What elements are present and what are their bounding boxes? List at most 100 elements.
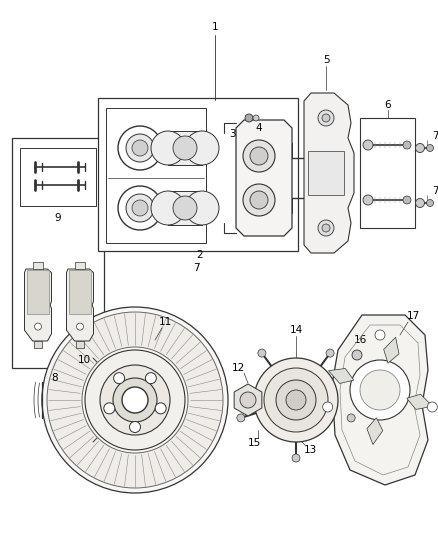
Polygon shape: [407, 394, 433, 409]
Text: 8: 8: [52, 373, 58, 383]
Text: 14: 14: [290, 325, 303, 335]
Bar: [12, 138, 104, 368]
Circle shape: [122, 387, 148, 413]
Circle shape: [258, 349, 266, 357]
Circle shape: [375, 330, 385, 340]
Text: 12: 12: [231, 363, 245, 373]
Bar: [106, 108, 206, 243]
Circle shape: [416, 143, 424, 152]
Bar: [75, 262, 85, 269]
Polygon shape: [69, 270, 92, 313]
Circle shape: [100, 365, 170, 435]
Circle shape: [403, 196, 411, 204]
Bar: [33, 262, 43, 269]
Circle shape: [132, 140, 148, 156]
Text: 7: 7: [193, 263, 199, 273]
Text: 6: 6: [385, 100, 391, 110]
Circle shape: [245, 114, 253, 122]
Bar: [308, 151, 344, 195]
Circle shape: [254, 358, 338, 442]
Text: 5: 5: [323, 55, 329, 65]
Text: 9: 9: [55, 213, 61, 223]
Circle shape: [264, 368, 328, 432]
Text: 3: 3: [229, 129, 235, 139]
Circle shape: [145, 373, 156, 384]
Polygon shape: [236, 120, 292, 236]
Circle shape: [250, 147, 268, 165]
Polygon shape: [25, 269, 52, 341]
Circle shape: [416, 198, 424, 207]
Polygon shape: [328, 368, 354, 383]
Text: 10: 10: [78, 355, 91, 365]
Circle shape: [118, 126, 162, 170]
Polygon shape: [384, 337, 399, 363]
Circle shape: [130, 422, 141, 432]
Circle shape: [347, 414, 355, 422]
Circle shape: [104, 403, 115, 414]
Bar: [168, 131, 202, 165]
Text: 1: 1: [212, 22, 218, 32]
Circle shape: [318, 110, 334, 126]
Circle shape: [292, 454, 300, 462]
Text: 2: 2: [197, 250, 203, 260]
Polygon shape: [304, 93, 354, 253]
Circle shape: [318, 220, 334, 236]
Circle shape: [173, 196, 197, 220]
Circle shape: [42, 307, 228, 493]
Polygon shape: [367, 418, 383, 445]
Circle shape: [126, 194, 154, 222]
Text: 16: 16: [353, 335, 367, 345]
Circle shape: [47, 312, 223, 488]
Bar: [360, 118, 415, 228]
Circle shape: [77, 323, 84, 330]
Polygon shape: [27, 270, 49, 313]
Circle shape: [155, 403, 166, 414]
Circle shape: [322, 224, 330, 232]
Circle shape: [427, 402, 437, 412]
Circle shape: [243, 184, 275, 216]
Circle shape: [185, 191, 219, 225]
Circle shape: [323, 402, 333, 412]
Circle shape: [118, 186, 162, 230]
Text: 7: 7: [432, 186, 438, 196]
Bar: [168, 191, 202, 225]
Circle shape: [403, 141, 411, 149]
Text: 17: 17: [406, 311, 420, 321]
Text: 13: 13: [304, 445, 317, 455]
Polygon shape: [332, 315, 428, 485]
Circle shape: [151, 131, 185, 165]
Polygon shape: [234, 384, 262, 416]
Circle shape: [132, 200, 148, 216]
Circle shape: [237, 414, 245, 422]
Bar: [34, 341, 42, 348]
Circle shape: [352, 350, 362, 360]
Text: 4: 4: [256, 123, 262, 133]
Circle shape: [185, 131, 219, 165]
Circle shape: [360, 370, 400, 410]
Circle shape: [350, 360, 410, 420]
Text: 15: 15: [247, 438, 261, 448]
Circle shape: [427, 199, 434, 206]
Circle shape: [35, 323, 42, 330]
Circle shape: [173, 136, 197, 160]
Circle shape: [326, 349, 334, 357]
Circle shape: [276, 380, 316, 420]
Polygon shape: [67, 269, 93, 341]
Text: 7: 7: [432, 131, 438, 141]
Circle shape: [322, 114, 330, 122]
Bar: [76, 341, 84, 348]
Bar: [98, 98, 298, 251]
Circle shape: [240, 392, 256, 408]
Circle shape: [82, 347, 188, 453]
Circle shape: [126, 134, 154, 162]
Circle shape: [363, 195, 373, 205]
Circle shape: [427, 144, 434, 151]
Circle shape: [363, 140, 373, 150]
Circle shape: [286, 390, 306, 410]
Circle shape: [151, 191, 185, 225]
Circle shape: [243, 140, 275, 172]
Bar: [20, 148, 96, 206]
Circle shape: [85, 350, 185, 450]
Circle shape: [113, 373, 125, 384]
Text: 11: 11: [159, 317, 172, 327]
